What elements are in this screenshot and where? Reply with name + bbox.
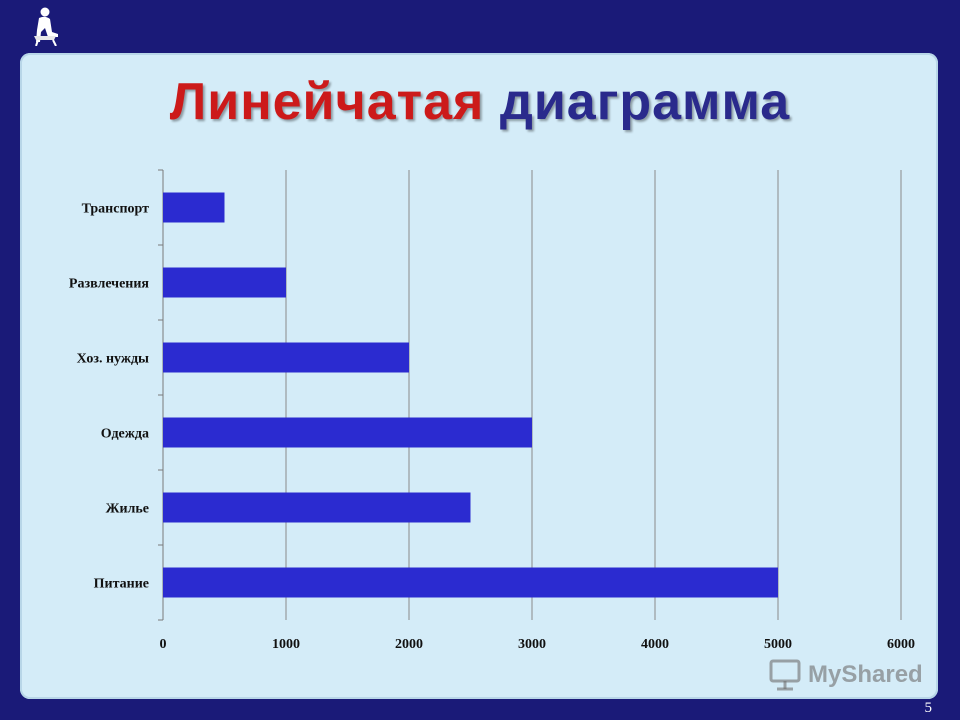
bar bbox=[163, 417, 532, 448]
x-tick-label: 3000 bbox=[518, 637, 546, 652]
bar bbox=[163, 267, 286, 298]
category-label: Транспорт bbox=[82, 202, 150, 217]
seated-figure-icon bbox=[34, 7, 58, 46]
watermark: MyShared bbox=[768, 656, 923, 694]
presentation-board-icon bbox=[769, 659, 801, 691]
page-number: 5 bbox=[924, 700, 933, 716]
bar bbox=[163, 492, 471, 523]
category-label: Хоз. нужды bbox=[77, 352, 149, 367]
category-label: Жилье bbox=[106, 502, 149, 517]
title-word-2: диаграмма bbox=[499, 73, 791, 131]
x-tick-label: 1000 bbox=[272, 637, 300, 652]
x-tick-label: 4000 bbox=[641, 637, 669, 652]
category-label: Питание bbox=[94, 577, 149, 592]
category-label: Одежда bbox=[101, 427, 149, 442]
bar bbox=[163, 192, 225, 223]
watermark-text: MyShared bbox=[808, 661, 923, 688]
bar bbox=[163, 342, 409, 373]
x-tick-label: 0 bbox=[160, 637, 167, 652]
title-word-1: Линейчатая bbox=[169, 73, 485, 131]
category-label: Развлечения bbox=[69, 277, 150, 292]
x-tick-label: 6000 bbox=[887, 637, 915, 652]
x-tick-label: 5000 bbox=[764, 637, 792, 652]
page-title: Линейчатая диаграмма bbox=[0, 72, 960, 132]
x-tick-label: 2000 bbox=[395, 637, 423, 652]
bar bbox=[163, 567, 778, 598]
